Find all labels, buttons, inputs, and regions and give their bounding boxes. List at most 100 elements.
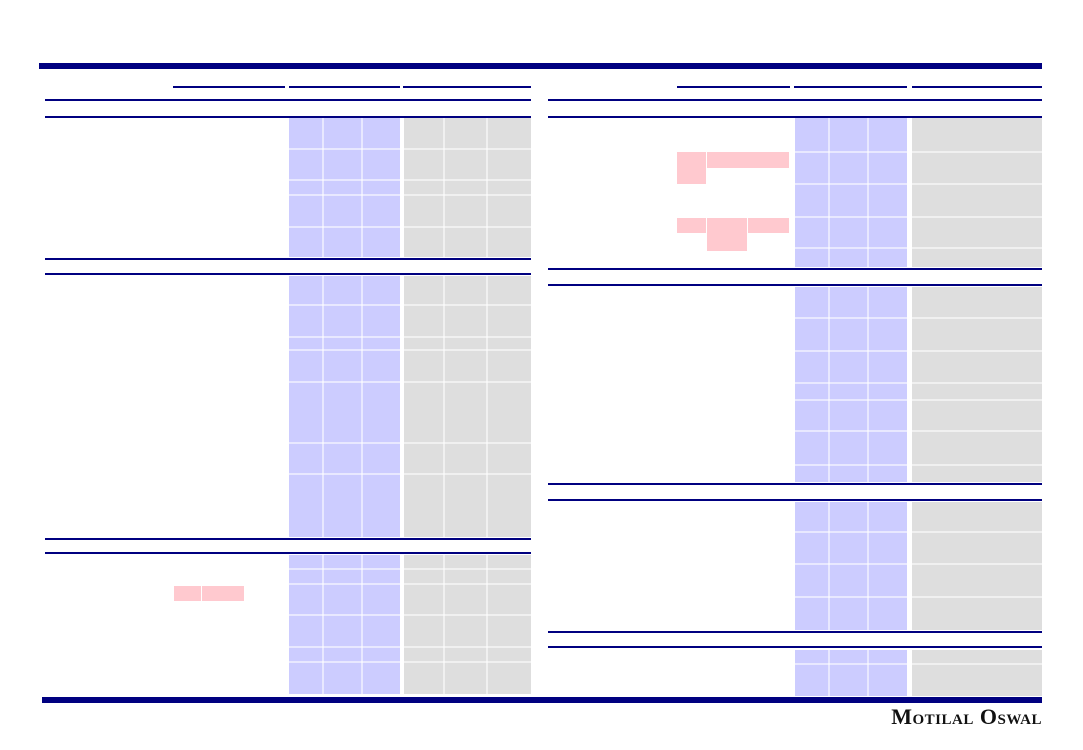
column-gridline bbox=[867, 502, 869, 630]
row-gridline bbox=[289, 381, 531, 383]
column-gridline bbox=[867, 650, 869, 696]
table-top-rule bbox=[45, 273, 531, 275]
row-gridline bbox=[795, 151, 1042, 153]
row-gridline bbox=[289, 614, 531, 616]
row-gridline bbox=[795, 531, 1042, 533]
shaded-columns-lavender bbox=[795, 502, 907, 630]
row-gridline bbox=[795, 382, 1042, 384]
shaded-columns-lavender bbox=[795, 118, 907, 267]
shaded-columns-lavender bbox=[289, 118, 400, 257]
table-bottom-rule bbox=[45, 538, 531, 540]
pink-highlight-cell bbox=[677, 218, 706, 233]
table-top-rule bbox=[548, 646, 1042, 648]
row-gridline bbox=[795, 350, 1042, 352]
column-gridline bbox=[361, 276, 363, 537]
section-divider-rule bbox=[548, 99, 1042, 101]
column-gridline bbox=[828, 502, 830, 630]
table-top-rule bbox=[45, 116, 531, 118]
row-gridline bbox=[289, 194, 531, 196]
top-rule-bar bbox=[39, 63, 1042, 69]
row-gridline bbox=[289, 148, 531, 150]
table-top-rule bbox=[548, 499, 1042, 501]
row-gridline bbox=[795, 563, 1042, 565]
shaded-columns-gray bbox=[912, 650, 1042, 696]
column-gridline bbox=[867, 287, 869, 482]
column-gridline bbox=[486, 555, 488, 694]
row-gridline bbox=[289, 568, 531, 570]
column-gridline bbox=[322, 276, 324, 537]
bottom-rule-bar bbox=[42, 697, 1042, 703]
row-gridline bbox=[289, 442, 531, 444]
column-header-underline bbox=[289, 86, 400, 88]
shaded-columns-lavender bbox=[795, 650, 907, 696]
column-gridline bbox=[828, 650, 830, 696]
row-gridline bbox=[289, 349, 531, 351]
shaded-columns-gray bbox=[404, 118, 531, 257]
column-gridline bbox=[486, 118, 488, 257]
shaded-columns-lavender bbox=[795, 287, 907, 482]
row-gridline bbox=[795, 464, 1042, 466]
row-gridline bbox=[795, 430, 1042, 432]
table-top-rule bbox=[548, 284, 1042, 286]
pink-highlight-cell bbox=[707, 152, 789, 168]
row-gridline bbox=[289, 179, 531, 181]
row-gridline bbox=[795, 247, 1042, 249]
table-bottom-rule bbox=[548, 483, 1042, 485]
pink-highlight-cell bbox=[677, 152, 706, 184]
row-gridline bbox=[795, 317, 1042, 319]
row-gridline bbox=[289, 304, 531, 306]
column-header-underline bbox=[912, 86, 1042, 88]
pink-highlight-cell bbox=[748, 218, 789, 233]
shaded-columns-lavender bbox=[289, 276, 400, 537]
column-header-underline bbox=[403, 86, 531, 88]
column-gridline bbox=[828, 118, 830, 267]
column-gridline bbox=[443, 555, 445, 694]
row-gridline bbox=[795, 596, 1042, 598]
row-gridline bbox=[289, 583, 531, 585]
table-top-rule bbox=[548, 116, 1042, 118]
table-bottom-rule bbox=[548, 631, 1042, 633]
column-gridline bbox=[361, 118, 363, 257]
column-gridline bbox=[361, 555, 363, 694]
table-bottom-rule bbox=[45, 258, 531, 260]
row-gridline bbox=[289, 661, 531, 663]
shaded-columns-gray bbox=[912, 287, 1042, 482]
table-bottom-rule bbox=[548, 268, 1042, 270]
pink-highlight-cell bbox=[707, 218, 747, 251]
column-gridline bbox=[443, 276, 445, 537]
column-gridline bbox=[867, 118, 869, 267]
row-gridline bbox=[289, 226, 531, 228]
motilal-oswal-logo: Motilal Oswal bbox=[891, 704, 1042, 729]
shaded-columns-gray bbox=[912, 502, 1042, 630]
row-gridline bbox=[289, 646, 531, 648]
pink-highlight-cell bbox=[202, 586, 244, 601]
column-gridline bbox=[828, 287, 830, 482]
column-gridline bbox=[443, 118, 445, 257]
row-gridline bbox=[795, 183, 1042, 185]
shaded-columns-gray bbox=[912, 118, 1042, 267]
table-top-rule bbox=[45, 552, 531, 554]
column-gridline bbox=[322, 555, 324, 694]
column-header-underline bbox=[794, 86, 907, 88]
column-gridline bbox=[486, 276, 488, 537]
shaded-columns-gray bbox=[404, 276, 531, 537]
row-gridline bbox=[289, 473, 531, 475]
column-gridline bbox=[322, 118, 324, 257]
column-header-underline bbox=[173, 86, 285, 88]
section-divider-rule bbox=[45, 99, 531, 101]
row-gridline bbox=[795, 399, 1042, 401]
row-gridline bbox=[795, 663, 1042, 665]
column-header-underline bbox=[677, 86, 790, 88]
shaded-columns-gray bbox=[404, 555, 531, 694]
row-gridline bbox=[795, 216, 1042, 218]
pink-highlight-cell bbox=[174, 586, 201, 601]
